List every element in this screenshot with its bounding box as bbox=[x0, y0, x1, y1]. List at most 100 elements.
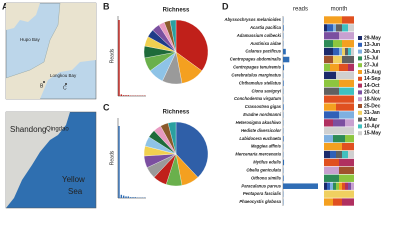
bar bbox=[132, 197, 134, 198]
segment bbox=[339, 63, 348, 72]
map-label: Longkou Bay bbox=[50, 73, 77, 78]
segment bbox=[333, 119, 345, 127]
coast bbox=[5, 2, 61, 79]
species-label: Oithona similis bbox=[251, 175, 282, 180]
legend-label: 15-Jul bbox=[364, 56, 379, 62]
chart-title: reads bbox=[293, 7, 308, 13]
species-label: Labidocera euchaeta bbox=[239, 136, 281, 141]
species-label: Calanus pacificus bbox=[245, 49, 281, 54]
segment bbox=[324, 119, 333, 127]
bar bbox=[120, 94, 123, 96]
species-label: Chthamalus stellatus bbox=[239, 80, 282, 85]
bar bbox=[120, 194, 123, 198]
legend-label: 20-Oct bbox=[364, 90, 380, 96]
land bbox=[6, 3, 96, 99]
segment bbox=[333, 47, 339, 56]
figure: A Hupo Bay Longkou Bay B C Shandong Qing… bbox=[2, 1, 381, 209]
segment bbox=[339, 174, 354, 182]
panel-label: C bbox=[103, 102, 110, 112]
species-label: Pentapora fascialis bbox=[243, 191, 282, 196]
segment bbox=[345, 182, 348, 190]
segment bbox=[324, 32, 339, 40]
pie-slice bbox=[167, 121, 177, 155]
segment bbox=[324, 150, 330, 159]
segment bbox=[330, 150, 336, 159]
segment bbox=[342, 40, 354, 48]
bar bbox=[127, 196, 130, 198]
legend-swatch bbox=[358, 117, 362, 122]
species-label: Conchoderma virgatum bbox=[234, 96, 281, 101]
legend-swatch bbox=[358, 36, 362, 40]
bar bbox=[134, 197, 137, 198]
segment bbox=[330, 63, 339, 72]
map-label: Hupo Bay bbox=[20, 37, 41, 42]
segment bbox=[327, 24, 333, 32]
legend-label: 14-Sep bbox=[364, 76, 380, 82]
bar bbox=[129, 197, 132, 198]
panel-label: A bbox=[2, 1, 9, 11]
legend-label: 31-Jan bbox=[364, 110, 380, 116]
bar bbox=[283, 175, 284, 182]
segment bbox=[342, 142, 354, 151]
species-label: Maggiea affinis bbox=[251, 144, 282, 149]
segment bbox=[324, 24, 327, 32]
segment bbox=[342, 55, 354, 64]
pie-slice bbox=[175, 121, 209, 178]
segment bbox=[342, 182, 345, 190]
bar bbox=[125, 196, 127, 198]
segment bbox=[330, 182, 333, 190]
segment bbox=[324, 95, 354, 103]
segment bbox=[351, 47, 354, 56]
bar bbox=[283, 64, 285, 71]
species-label: Centropages tenuiremis bbox=[233, 65, 282, 70]
segment bbox=[345, 47, 348, 56]
land bbox=[6, 112, 70, 208]
segment bbox=[348, 182, 351, 190]
species-label: Evadne nordmanni bbox=[243, 112, 282, 117]
segment bbox=[342, 47, 345, 56]
panel-label: D bbox=[222, 1, 229, 11]
species-label: Phaeocystis globosa bbox=[239, 199, 281, 204]
legend-swatch bbox=[358, 83, 362, 88]
legend-swatch bbox=[358, 63, 362, 68]
chart-title: month bbox=[331, 7, 348, 13]
segment bbox=[324, 111, 339, 119]
segment bbox=[324, 71, 336, 80]
segment bbox=[348, 63, 354, 72]
segment bbox=[324, 174, 339, 182]
segment bbox=[339, 166, 354, 175]
pie-title: Richness bbox=[163, 8, 190, 14]
segment bbox=[348, 47, 351, 56]
species-label: Abyssochrysos melanioides bbox=[223, 17, 281, 22]
bar bbox=[283, 159, 285, 166]
segment bbox=[342, 16, 354, 24]
legend-swatch bbox=[358, 131, 362, 136]
segment bbox=[333, 24, 336, 32]
segment bbox=[324, 16, 342, 24]
segment bbox=[333, 135, 345, 143]
legend-swatch bbox=[358, 70, 362, 74]
species-label: Mercenaria mercenaria bbox=[235, 152, 281, 157]
species-label: Adamussium colbecki bbox=[236, 33, 282, 38]
segment bbox=[351, 182, 354, 190]
map-label: B bbox=[40, 83, 44, 89]
legend-swatch bbox=[358, 104, 362, 108]
legend-swatch bbox=[358, 56, 362, 61]
segment bbox=[324, 135, 333, 143]
map-bottom: Shandong Qingdao Yellow Sea bbox=[5, 111, 97, 209]
species-label: Hediste diversicolor bbox=[241, 128, 281, 133]
segment bbox=[339, 32, 354, 40]
segment bbox=[342, 24, 348, 32]
panel-label: B bbox=[103, 1, 110, 11]
species-label: Acartia pacifica bbox=[249, 25, 282, 30]
segment bbox=[339, 111, 354, 119]
y-axis-label: Reads bbox=[109, 150, 115, 165]
legend-swatch bbox=[358, 124, 362, 129]
bar bbox=[283, 25, 284, 31]
bar bbox=[127, 95, 130, 96]
species-label: Cerebratulus marginatus bbox=[231, 72, 281, 77]
segment bbox=[333, 55, 342, 64]
segment bbox=[324, 47, 333, 56]
bar bbox=[122, 95, 125, 96]
bar bbox=[122, 195, 125, 198]
